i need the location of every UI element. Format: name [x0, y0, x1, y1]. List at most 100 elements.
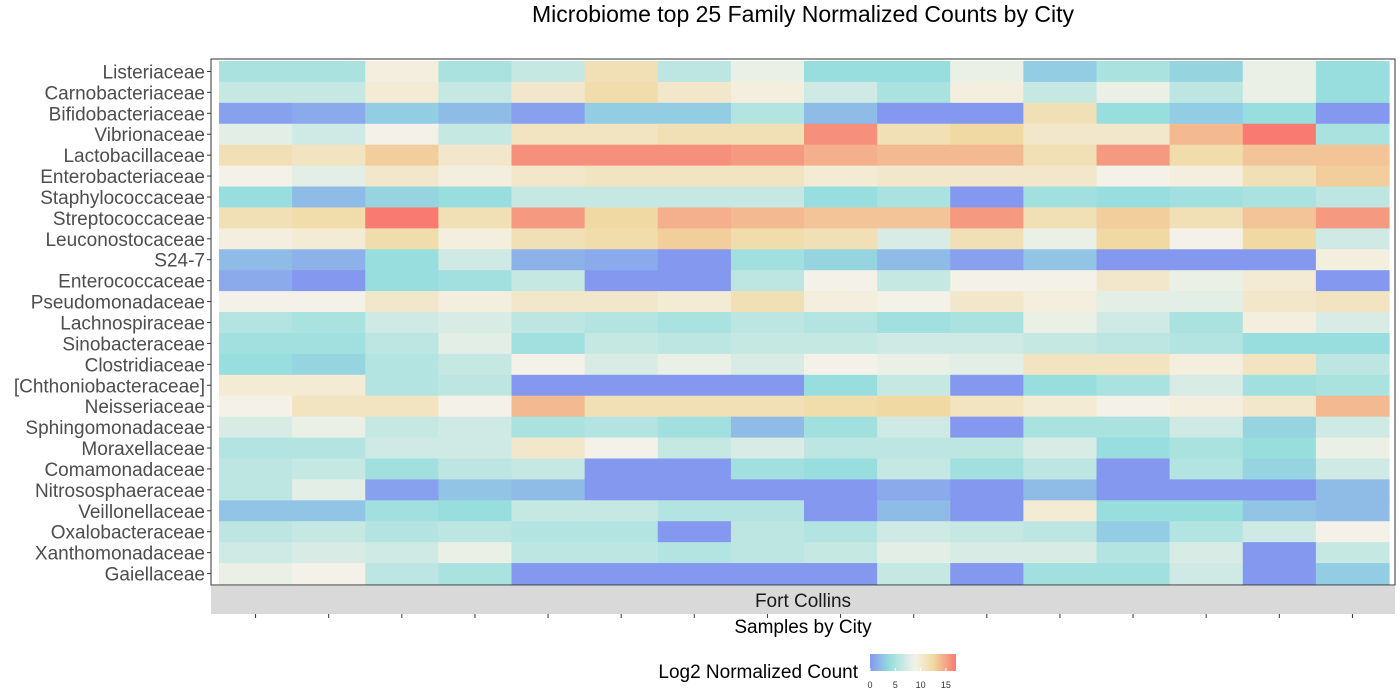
heatmap-cell [511, 186, 586, 209]
heatmap-cell [804, 312, 878, 334]
heatmap-cell [292, 291, 366, 313]
heatmap-cell [438, 500, 513, 522]
heatmap-cell [730, 102, 805, 125]
heatmap-cell [877, 563, 951, 585]
heatmap-cell [1315, 81, 1390, 104]
heatmap-cell [1023, 500, 1098, 522]
heatmap-cell [219, 186, 293, 209]
heatmap-cell [657, 312, 732, 334]
heatmap-cell [877, 102, 951, 125]
y-tick-label: Neisseriaceae [85, 397, 205, 418]
heatmap-cell [219, 312, 293, 334]
heatmap-cell [584, 353, 659, 376]
heatmap-cell [584, 458, 659, 480]
heatmap-cell [804, 500, 878, 522]
heatmap-cell [1096, 249, 1171, 271]
heatmap-cell [657, 395, 732, 418]
heatmap-cell [292, 144, 366, 167]
heatmap-cell [1242, 479, 1317, 501]
heatmap-cell [584, 61, 659, 83]
heatmap-cell [1242, 332, 1317, 355]
heatmap-cell [219, 123, 293, 146]
heatmap-cell [1096, 102, 1171, 125]
heatmap-cell [1023, 144, 1098, 167]
heatmap-cell [657, 207, 732, 229]
heatmap-cell [804, 374, 878, 397]
heatmap-cell [438, 291, 513, 313]
heatmap-cell [730, 165, 805, 188]
heatmap-cell [292, 207, 366, 229]
heatmap-cell [584, 291, 659, 313]
heatmap-cell [1096, 437, 1171, 460]
heatmap-cell [1169, 165, 1244, 188]
heatmap-cell [657, 186, 732, 209]
heatmap-cell [1315, 270, 1390, 292]
heatmap-cell [730, 521, 805, 543]
heatmap-cell [219, 61, 293, 83]
heatmap-cell [292, 312, 366, 334]
heatmap-cell [1023, 228, 1098, 250]
heatmap-cell [219, 437, 293, 460]
heatmap-cell [657, 416, 732, 439]
heatmap-cell [730, 123, 805, 146]
heatmap-cell [1315, 123, 1390, 146]
heatmap-cell [365, 500, 439, 522]
heatmap-cell [1023, 521, 1098, 543]
heatmap-cell [877, 165, 951, 188]
heatmap-cell [1315, 228, 1390, 250]
heatmap-cell [1096, 395, 1171, 418]
heatmap-cell [1023, 332, 1098, 355]
heatmap-cell [1096, 81, 1171, 104]
heatmap-cell [1315, 207, 1390, 229]
heatmap-cell [1242, 458, 1317, 480]
heatmap-cell [657, 332, 732, 355]
y-tick-label: Bifidobacteriaceae [49, 104, 205, 125]
heatmap-cell [1315, 249, 1390, 271]
heatmap-cell [511, 479, 586, 501]
heatmap-cell [1169, 353, 1244, 376]
heatmap-cell [1023, 123, 1098, 146]
heatmap-cell [584, 416, 659, 439]
heatmap-cell [438, 61, 513, 83]
heatmap-cell [365, 165, 439, 188]
heatmap-cell [657, 374, 732, 397]
heatmap-cell [511, 500, 586, 522]
y-tick-label: Enterococcaceae [58, 272, 205, 293]
y-tick-label: Enterobacteriaceae [40, 167, 205, 188]
heatmap-cell [1096, 123, 1171, 146]
heatmap-cell [292, 186, 366, 209]
heatmap-cell [1169, 416, 1244, 439]
heatmap-cell [365, 249, 439, 271]
heatmap-cell [804, 102, 878, 125]
heatmap-cell [730, 186, 805, 209]
heatmap-cell [292, 165, 366, 188]
heatmap-cell [657, 458, 732, 480]
heatmap-cell [1315, 353, 1390, 376]
heatmap-cell [438, 458, 513, 480]
heatmap-cell [877, 395, 951, 418]
heatmap-cell [1242, 207, 1317, 229]
heatmap-cell [1242, 437, 1317, 460]
heatmap-cell [1242, 144, 1317, 167]
heatmap-cell [219, 165, 293, 188]
heatmap-cell [1242, 165, 1317, 188]
heatmap-cell [1242, 563, 1317, 585]
heatmap-cell [730, 312, 805, 334]
y-tick-label: Oxalobacteraceae [51, 523, 205, 544]
heatmap-cell [1315, 374, 1390, 397]
heatmap-cell [804, 542, 878, 564]
heatmap-cell [1169, 542, 1244, 564]
heatmap-cell [804, 249, 878, 271]
heatmap-cell [292, 437, 366, 460]
heatmap-cell [804, 291, 878, 313]
heatmap-cell [511, 144, 586, 167]
heatmap-cell [219, 102, 293, 125]
y-axis-ticks [207, 70, 211, 575]
heatmap-cell [950, 270, 1024, 292]
colorbar-tick-label: 0 [867, 680, 872, 690]
heatmap-cell [950, 458, 1024, 480]
heatmap-cell [1023, 395, 1098, 418]
y-tick-label: Moraxellaceae [81, 439, 205, 460]
heatmap-cell [730, 228, 805, 250]
heatmap-cell [730, 353, 805, 376]
